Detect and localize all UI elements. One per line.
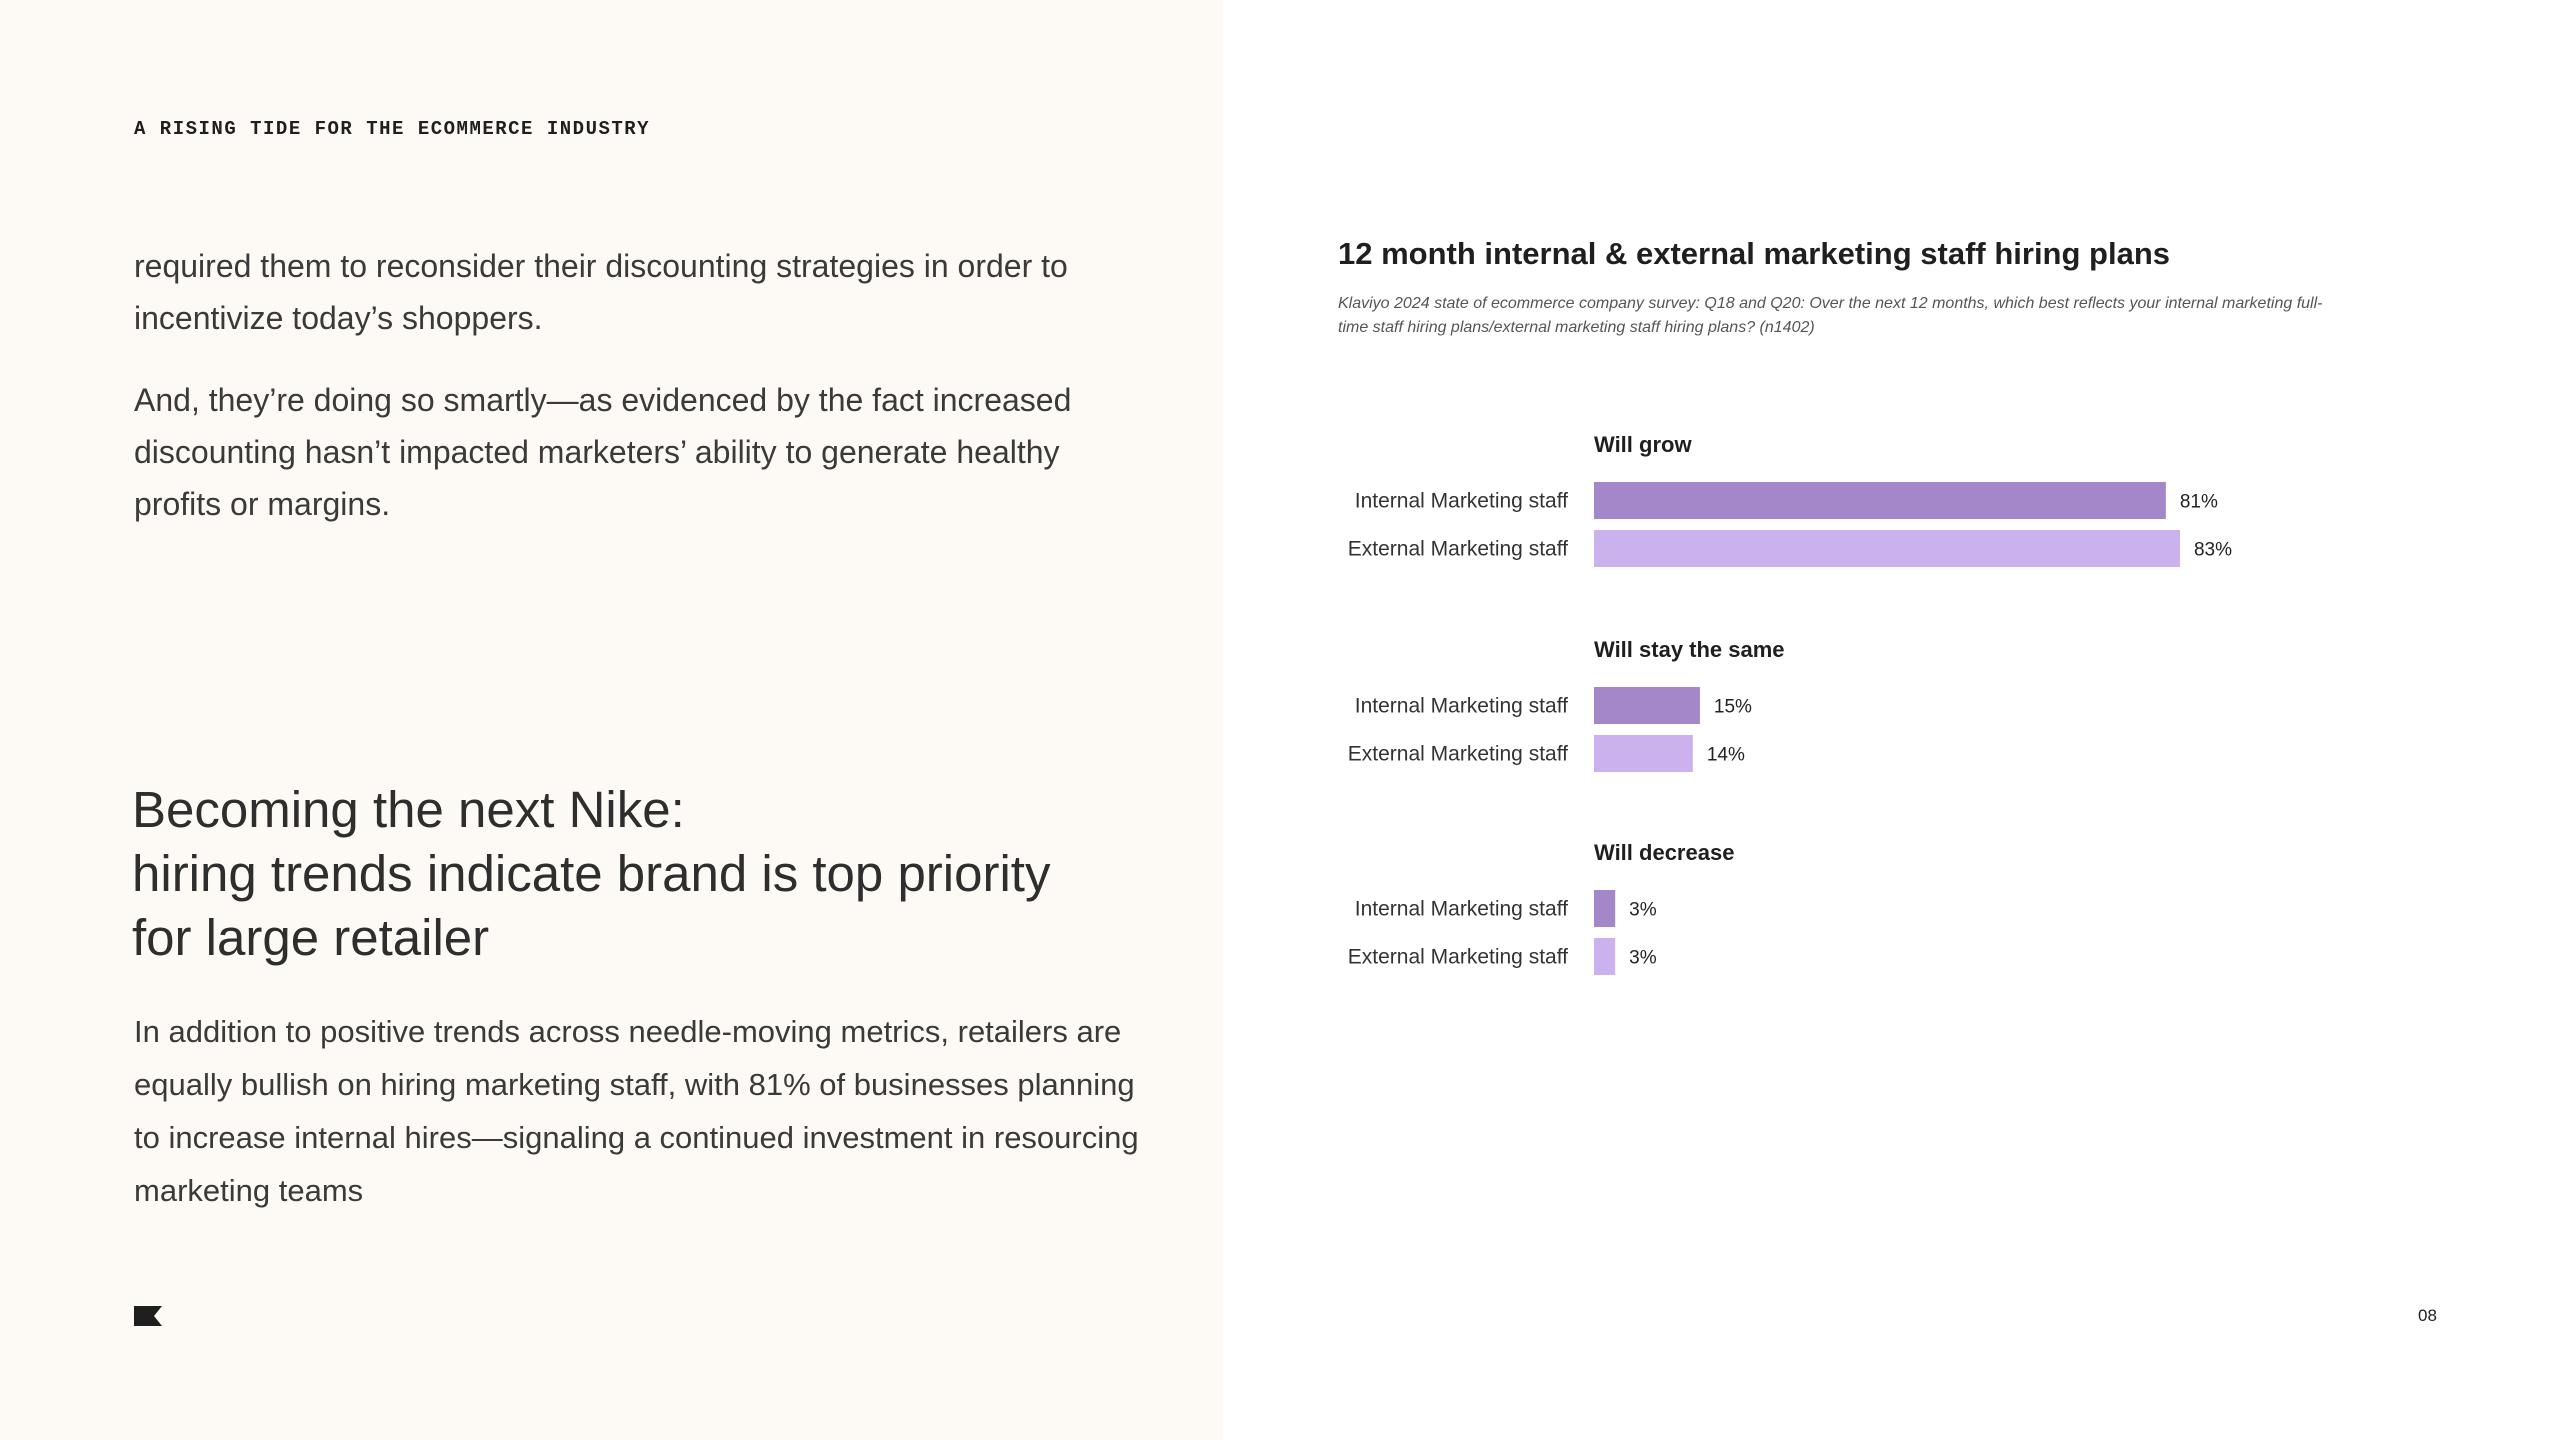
bar: [1594, 482, 2166, 519]
category-label: Internal Marketing staff: [1355, 490, 1568, 513]
section-label: A RISING TIDE FOR THE ECOMMERCE INDUSTRY: [134, 118, 651, 140]
bar: [1594, 530, 2180, 567]
data-label: 3%: [1629, 948, 1657, 969]
category-label: External Marketing staff: [1348, 743, 1568, 766]
intro-paragraph: required them to reconsider their discou…: [134, 248, 1068, 336]
data-label: 3%: [1629, 900, 1657, 921]
intro-text: required them to reconsider their discou…: [134, 240, 1124, 560]
headline-line: for large retailer: [132, 909, 490, 966]
category-label: External Marketing staff: [1348, 946, 1568, 969]
data-label: 14%: [1707, 745, 1745, 766]
headline-line: hiring trends indicate brand is top prio…: [132, 845, 1051, 902]
category-label: External Marketing staff: [1348, 538, 1568, 561]
category-label: Internal Marketing staff: [1355, 898, 1568, 921]
data-label: 15%: [1714, 697, 1752, 718]
headline-line: Becoming the next Nike:: [132, 781, 685, 838]
data-label: 83%: [2194, 540, 2232, 561]
bar: [1594, 938, 1616, 975]
category-label: Internal Marketing staff: [1355, 695, 1568, 718]
group-label: Will grow: [1594, 432, 1692, 457]
left-panel: A RISING TIDE FOR THE ECOMMERCE INDUSTRY…: [0, 0, 1223, 1440]
chart-title: 12 month internal & external marketing s…: [1338, 236, 2171, 271]
intro-paragraph: And, they’re doing so smartly—as evidenc…: [134, 382, 1072, 522]
page-number: 08: [2418, 1306, 2437, 1325]
chart-source-note: Klaviyo 2024 state of ecommerce company …: [1338, 295, 2323, 336]
group-label: Will decrease: [1594, 840, 1734, 865]
flag-logo-icon: [134, 1306, 162, 1326]
section-body: In addition to positive trends across ne…: [134, 1014, 1139, 1208]
group-label: Will stay the same: [1594, 637, 1785, 662]
section-headline: Becoming the next Nike: hiring trends in…: [132, 778, 1132, 970]
data-label: 81%: [2180, 492, 2218, 513]
bar: [1594, 735, 1693, 772]
bar: [1594, 890, 1616, 927]
bar: [1594, 687, 1700, 724]
